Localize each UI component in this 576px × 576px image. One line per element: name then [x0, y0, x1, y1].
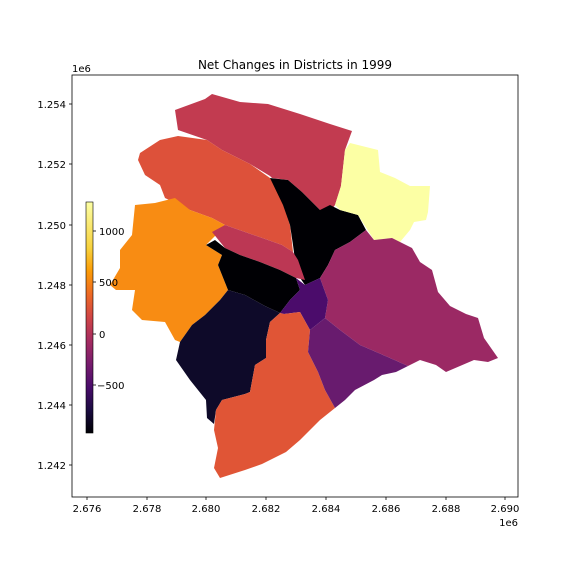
y-tick: 1.250 — [37, 221, 72, 232]
y-tick: 1.246 — [37, 341, 72, 352]
district-east — [320, 230, 498, 372]
y-tick-label: 1.250 — [37, 221, 66, 232]
colorbar-tick-label: 0 — [99, 330, 105, 341]
y-tick: 1.248 — [37, 281, 72, 292]
district-north-east — [335, 143, 430, 242]
x-tick: 2.680 — [192, 497, 221, 515]
x-axis: 2.676 2.678 2.680 2.682 2.684 2.686 2.68… — [73, 497, 520, 529]
y-tick-label: 1.244 — [37, 401, 66, 412]
district-south-east — [308, 318, 408, 408]
x-tick-label: 2.684 — [312, 504, 341, 515]
x-tick-label: 2.682 — [252, 504, 281, 515]
x-tick: 2.682 — [252, 497, 281, 515]
district-center-band-upper — [212, 225, 305, 280]
colorbar-ticks: 1000 500 0 −500 — [93, 227, 124, 392]
district-center-band-lower — [206, 240, 300, 313]
x-tick-label: 2.680 — [192, 504, 221, 515]
y-tick: 1.252 — [37, 160, 72, 171]
y-tick-label: 1.246 — [37, 341, 66, 352]
colorbar-tick-label: 500 — [99, 278, 118, 289]
district-north-west — [175, 94, 352, 212]
x-tick-label: 2.678 — [133, 504, 162, 515]
chart-title: Net Changes in Districts in 1999 — [198, 58, 392, 72]
x-tick-label: 2.676 — [73, 504, 102, 515]
x-tick: 2.676 — [73, 497, 102, 515]
district-layer — [110, 94, 498, 478]
y-tick-label: 1.242 — [37, 461, 66, 472]
x-tick: 2.686 — [372, 497, 401, 515]
y-tick: 1.242 — [37, 461, 72, 472]
x-tick-label: 2.688 — [432, 504, 461, 515]
district-west — [110, 198, 228, 342]
x-tick: 2.684 — [312, 497, 341, 515]
x-tick: 2.688 — [432, 497, 461, 515]
axes-frame — [71, 74, 519, 498]
colorbar — [85, 201, 94, 434]
district-west-upper — [138, 136, 293, 252]
x-tick-label: 2.686 — [372, 504, 401, 515]
district-south-west-center — [176, 290, 280, 424]
x-tick-label: 2.690 — [491, 504, 520, 515]
x-tick: 2.690 — [491, 497, 520, 515]
district-center-small — [280, 278, 328, 330]
y-tick: 1.254 — [37, 100, 72, 111]
y-tick-label: 1.254 — [37, 100, 66, 111]
x-tick: 2.678 — [133, 497, 162, 515]
colorbar-tick-label: −500 — [97, 381, 124, 392]
y-tick: 1.244 — [37, 401, 72, 412]
x-offset-label: 1e6 — [499, 518, 518, 529]
y-tick-label: 1.248 — [37, 281, 66, 292]
y-tick-label: 1.252 — [37, 160, 66, 171]
district-north-center — [270, 178, 366, 285]
colorbar-tick-label: 1000 — [99, 227, 124, 238]
y-offset-label: 1e6 — [72, 64, 91, 75]
y-axis: 1.242 1.244 1.246 1.248 1.250 1.252 1.25… — [37, 64, 91, 472]
district-south — [214, 312, 335, 478]
